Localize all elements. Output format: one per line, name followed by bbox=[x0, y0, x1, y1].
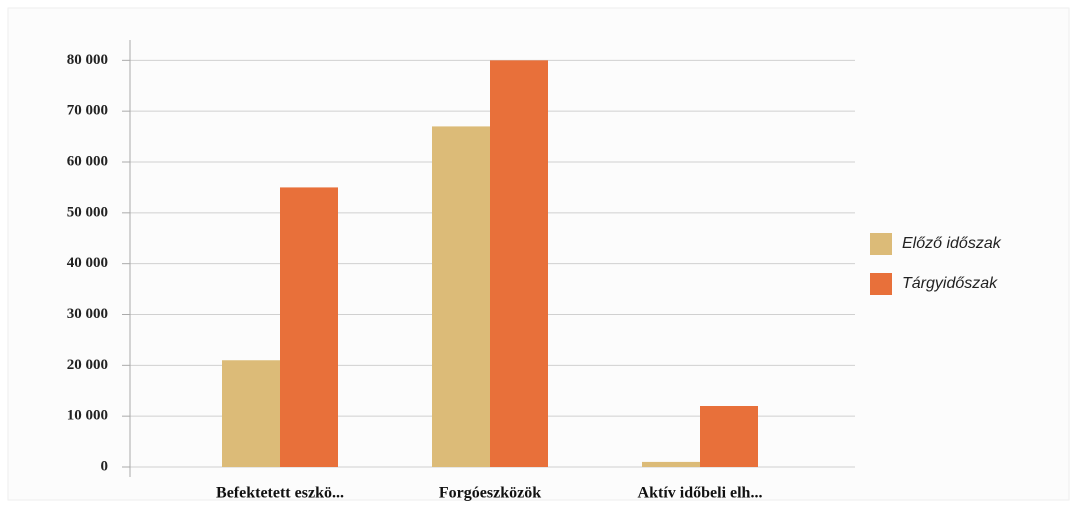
y-tick-label: 80 000 bbox=[67, 52, 108, 68]
x-tick-label: Befektetett eszkö... bbox=[216, 485, 344, 502]
bar bbox=[700, 406, 758, 467]
bar bbox=[280, 187, 338, 467]
y-tick-label: 70 000 bbox=[67, 103, 108, 119]
y-tick-label: 60 000 bbox=[67, 153, 108, 169]
y-tick-label: 0 bbox=[101, 458, 109, 474]
legend-swatch bbox=[870, 233, 892, 255]
legend-swatch bbox=[870, 273, 892, 295]
legend-label: Tárgyidőszak bbox=[902, 275, 998, 292]
y-tick-label: 30 000 bbox=[67, 306, 108, 322]
y-tick-label: 10 000 bbox=[67, 408, 108, 424]
y-tick-label: 50 000 bbox=[67, 204, 108, 220]
bar bbox=[490, 60, 548, 467]
y-tick-label: 20 000 bbox=[67, 357, 108, 373]
bar bbox=[642, 461, 700, 467]
x-tick-label: Aktív időbeli elh... bbox=[638, 485, 763, 502]
y-tick-label: 40 000 bbox=[67, 255, 108, 271]
bar bbox=[222, 360, 280, 467]
legend-label: Előző időszak bbox=[902, 235, 1002, 252]
bar bbox=[432, 126, 490, 468]
x-tick-label: Forgóeszközök bbox=[439, 485, 541, 502]
